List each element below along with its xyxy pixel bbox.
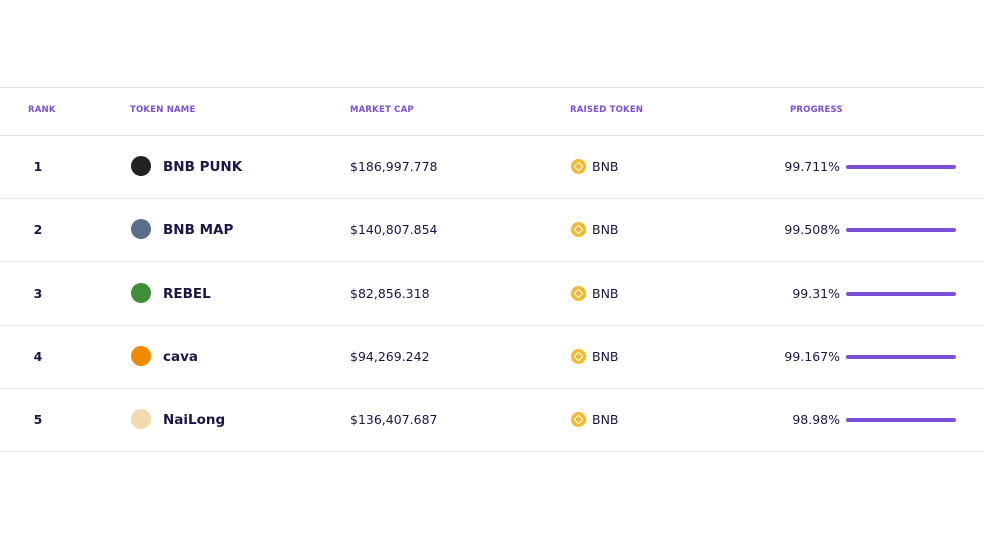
progress-bar: [846, 291, 956, 296]
market-cap: $94,269.242: [350, 348, 430, 364]
raised-token-icon: [571, 348, 586, 364]
progress-bar: [846, 165, 956, 169]
token-icon: [131, 219, 151, 240]
raised-token: BNB: [592, 222, 619, 238]
divider: [0, 135, 984, 136]
raised-token-icon: [571, 412, 586, 428]
token-icon: [131, 282, 151, 303]
column-header: RANK: [28, 105, 56, 115]
divider: [0, 451, 984, 453]
raised-token: BNB: [592, 159, 619, 174]
progress-value: 99.167%: [784, 348, 840, 364]
column-header: TOKEN NAME: [130, 105, 196, 115]
rank: 1: [33, 159, 43, 174]
progress-value: 99.508%: [784, 222, 840, 238]
market-cap: $186,997.778: [350, 159, 438, 174]
token-name[interactable]: cava: [163, 348, 199, 365]
rank: 5: [33, 412, 43, 428]
token-name[interactable]: BNB PUNK: [163, 159, 243, 175]
token-name[interactable]: REBEL: [163, 285, 211, 302]
progress-value: 98.98%: [792, 412, 840, 428]
token-icon: [131, 409, 151, 430]
progress-bar: [846, 354, 956, 359]
raised-token-icon: [571, 159, 586, 174]
raised-token-icon: [571, 222, 586, 238]
token-name[interactable]: BNB MAP: [163, 222, 234, 239]
raised-token: BNB: [592, 285, 619, 301]
token-name[interactable]: NaiLong: [163, 412, 226, 429]
raised-token: BNB: [592, 348, 619, 364]
divider: [0, 261, 984, 263]
divider: [0, 87, 984, 88]
column-header: PROGRESS: [790, 105, 843, 115]
token-icon: [131, 345, 151, 366]
market-cap: $140,807.854: [350, 222, 438, 238]
market-cap: $82,856.318: [350, 285, 430, 301]
progress-bar: [846, 418, 956, 423]
progress-bar: [846, 228, 956, 233]
divider: [0, 324, 984, 326]
token-icon: [131, 156, 151, 176]
progress-value: 99.711%: [784, 159, 840, 174]
rank: 3: [33, 285, 43, 301]
divider: [0, 198, 984, 199]
market-cap: $136,407.687: [350, 412, 438, 428]
raised-token-icon: [571, 285, 586, 301]
rank: 2: [33, 222, 43, 238]
divider: [0, 387, 984, 389]
progress-value: 99.31%: [792, 285, 840, 301]
raised-token: BNB: [592, 412, 619, 428]
rank: 4: [33, 348, 43, 364]
column-header: RAISED TOKEN: [570, 105, 644, 115]
column-header: MARKET CAP: [350, 105, 414, 115]
